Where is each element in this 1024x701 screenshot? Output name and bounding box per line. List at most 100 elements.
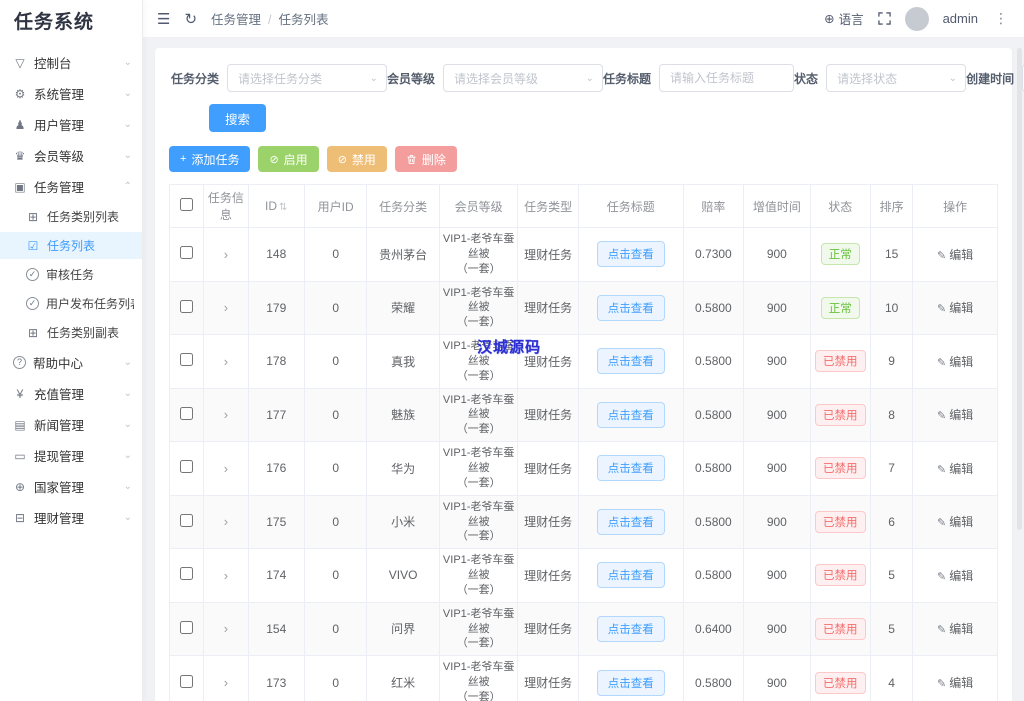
sidebar-item-member-level[interactable]: ♛ 会员等级 ⌄ xyxy=(0,141,142,170)
edit-button[interactable]: ✎ 编辑 xyxy=(937,676,974,691)
view-task-button[interactable]: 点击查看 xyxy=(596,401,665,428)
cell-sort: 5 xyxy=(869,548,914,603)
row-checkbox[interactable] xyxy=(180,460,194,474)
column-header: 任务信息 xyxy=(203,184,249,228)
edit-button[interactable]: ✎ 编辑 xyxy=(937,247,974,262)
sidebar-item-finance[interactable]: ⊟ 理财管理 ⌄ xyxy=(0,503,142,532)
avatar[interactable] xyxy=(904,6,929,31)
edit-button[interactable]: ✎ 编辑 xyxy=(937,568,974,583)
expand-row-icon[interactable]: › xyxy=(223,675,229,691)
view-task-button[interactable]: 点击查看 xyxy=(596,669,665,696)
sidebar-item-console[interactable]: ▽ 控制台 ⌄ xyxy=(0,48,142,77)
task-title-input[interactable] xyxy=(659,64,795,92)
row-checkbox[interactable] xyxy=(180,299,194,313)
box-icon: ⊟ xyxy=(14,510,26,525)
member-level-select[interactable]: 请选择会员等级 ⌄ xyxy=(443,64,604,92)
sidebar-item-news[interactable]: ▤ 新闻管理 ⌄ xyxy=(0,410,142,439)
sidebar-item-recharge[interactable]: ¥ 充值管理 ⌄ xyxy=(0,379,142,408)
menu-collapse-icon[interactable]: ☰ xyxy=(157,10,171,28)
expand-row-icon[interactable]: › xyxy=(223,407,229,423)
column-header: 赔率 xyxy=(682,184,745,228)
cell-odds: 0.5800 xyxy=(682,387,745,443)
view-task-button[interactable]: 点击查看 xyxy=(596,615,665,642)
edit-button[interactable]: ✎ 编辑 xyxy=(937,301,974,316)
breadcrumb-item[interactable]: 任务管理 xyxy=(211,13,262,27)
enable-button[interactable]: ⊘ 启用 xyxy=(258,146,319,172)
column-header: 操作 xyxy=(912,184,998,228)
table-header-row: 任务信息 ID ⇅ 用户ID 任务分类 会员等级 任务类型 任务标题 赔率 增值时间 状态 排序 操作 xyxy=(168,184,998,228)
status-badge: 已禁用 xyxy=(815,564,866,587)
view-task-button[interactable]: 点击查看 xyxy=(596,562,665,589)
delete-button[interactable]: 删除 xyxy=(394,146,457,172)
cell-odds: 0.5800 xyxy=(682,334,745,389)
chevron-down-icon: ⌄ xyxy=(123,119,132,130)
filter-group-task-category: 任务分类 请选择任务分类 ⌄ xyxy=(171,64,388,92)
sidebar-item-task-category-copy[interactable]: ⊞ 任务类别副表 xyxy=(0,319,142,346)
view-task-button[interactable]: 点击查看 xyxy=(596,508,665,535)
row-checkbox[interactable] xyxy=(180,353,194,367)
cell-user-id: 0 xyxy=(303,334,368,389)
edit-button[interactable]: ✎ 编辑 xyxy=(937,408,974,423)
expand-row-icon[interactable]: › xyxy=(223,300,229,316)
row-checkbox[interactable] xyxy=(180,567,194,581)
status-badge: 已禁用 xyxy=(815,403,866,426)
sidebar-item-withdraw[interactable]: ▭ 提现管理 ⌄ xyxy=(0,441,142,470)
expand-row-icon[interactable]: › xyxy=(223,621,229,637)
sort-icon[interactable]: ⇅ xyxy=(279,202,288,213)
fullscreen-icon[interactable] xyxy=(877,12,891,25)
expand-row-icon[interactable]: › xyxy=(223,567,229,583)
add-task-button[interactable]: + 添加任务 xyxy=(169,146,251,172)
sidebar-item-label: 系统管理 xyxy=(34,88,85,102)
view-task-button[interactable]: 点击查看 xyxy=(596,455,665,482)
expand-row-icon[interactable]: › xyxy=(223,460,229,476)
cell-user-id: 0 xyxy=(303,548,368,603)
row-checkbox[interactable] xyxy=(180,406,194,420)
task-category-select[interactable]: 请选择任务分类 ⌄ xyxy=(227,64,388,92)
sidebar-item-label: 审核任务 xyxy=(46,268,95,282)
expand-row-icon[interactable]: › xyxy=(223,246,229,262)
row-checkbox[interactable] xyxy=(180,674,194,688)
sidebar-item-country[interactable]: ⊕ 国家管理 ⌄ xyxy=(0,472,142,501)
edit-button[interactable]: ✎ 编辑 xyxy=(937,622,974,637)
refresh-icon[interactable]: ↻ xyxy=(184,10,198,28)
cell-sort: 4 xyxy=(869,655,914,701)
row-checkbox[interactable] xyxy=(180,620,194,634)
sidebar-item-system[interactable]: ⚙ 系统管理 ⌄ xyxy=(0,79,142,108)
edit-button[interactable]: ✎ 编辑 xyxy=(937,461,974,476)
gear-icon: ⚙ xyxy=(14,86,26,101)
more-menu-icon[interactable]: ⋮ xyxy=(994,10,1008,26)
cell-vip-level: VIP1-老爷车蚕丝被 （一套） xyxy=(442,500,515,543)
sidebar-item-audit-task[interactable]: ✓ 审核任务 xyxy=(0,261,142,288)
scrollbar-thumb[interactable] xyxy=(1017,48,1022,530)
sidebar-item-task-category-list[interactable]: ⊞ 任务类别列表 xyxy=(0,203,142,230)
edit-button[interactable]: ✎ 编辑 xyxy=(937,354,974,369)
view-task-button[interactable]: 点击查看 xyxy=(596,241,665,268)
column-header[interactable]: ID ⇅ xyxy=(247,184,305,228)
sidebar-item-users[interactable]: ♟ 用户管理 ⌄ xyxy=(0,110,142,139)
disable-button[interactable]: ⊘ 禁用 xyxy=(326,146,387,172)
view-task-button[interactable]: 点击查看 xyxy=(596,348,665,375)
expand-row-icon[interactable]: › xyxy=(223,353,229,369)
username[interactable]: admin xyxy=(942,11,978,26)
cell-id: 177 xyxy=(247,387,305,443)
row-checkbox[interactable] xyxy=(180,246,194,260)
status-badge: 已禁用 xyxy=(815,510,866,533)
status-select[interactable]: 请选择状态 ⌄ xyxy=(826,64,967,92)
sidebar-item-task-management[interactable]: ▣ 任务管理 ⌃ xyxy=(0,172,142,201)
edit-button[interactable]: ✎ 编辑 xyxy=(937,515,974,530)
sidebar-item-user-publish-task-list[interactable]: ✓ 用户发布任务列表 xyxy=(0,290,142,317)
select-all-checkbox[interactable] xyxy=(180,198,194,211)
expand-row-icon[interactable]: › xyxy=(223,514,229,530)
search-button[interactable]: 搜索 xyxy=(209,104,267,132)
sidebar-item-help-center[interactable]: ? 帮助中心 ⌄ xyxy=(0,348,142,377)
row-checkbox[interactable] xyxy=(180,513,194,527)
language-switcher[interactable]: ⊕ 语言 xyxy=(824,9,864,28)
sidebar-item-task-list[interactable]: ☑ 任务列表 xyxy=(0,232,142,259)
cell-category: VIVO xyxy=(366,548,440,603)
sidebar-item-label: 理财管理 xyxy=(34,512,85,526)
topbar: ☰ ↻ 任务管理 / 任务列表 ⊕ 语言 admin ⋮ xyxy=(143,0,1024,38)
sidebar-item-label: 任务类别列表 xyxy=(47,210,120,224)
filter-label: 会员等级 xyxy=(387,71,436,86)
status-badge: 已禁用 xyxy=(815,617,866,640)
view-task-button[interactable]: 点击查看 xyxy=(596,294,665,321)
